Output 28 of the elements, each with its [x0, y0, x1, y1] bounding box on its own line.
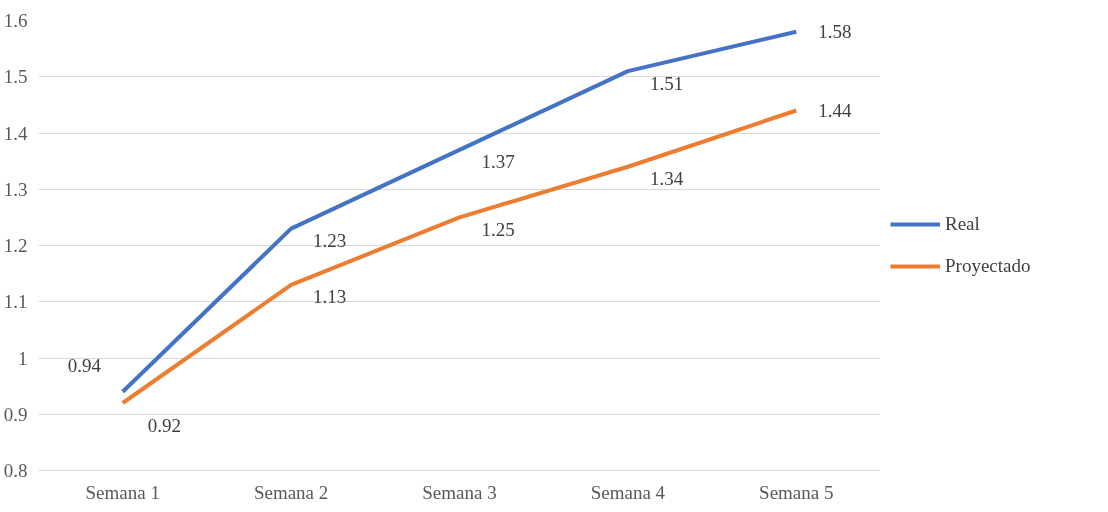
data-label: 1.13 — [313, 286, 347, 308]
y-tick-label: 1.2 — [3, 235, 28, 256]
y-tick-label: 1.5 — [3, 66, 28, 88]
y-tick-label: 1.4 — [3, 122, 28, 144]
data-label: 1.34 — [649, 168, 684, 190]
y-tick-label: 0.9 — [3, 403, 28, 425]
y-tick-label: 1.6 — [3, 10, 28, 31]
data-label: 1.23 — [313, 230, 347, 252]
x-tick-label: Semana 4 — [590, 481, 666, 503]
line-series — [120, 108, 799, 405]
data-label: 1.58 — [818, 21, 852, 43]
legend-label: Proyectado — [945, 255, 1031, 277]
y-tick-label: 1.3 — [3, 178, 28, 200]
y-tick-label: 1.1 — [3, 291, 28, 313]
data-label: 0.94 — [67, 355, 102, 377]
y-tick-label: 1 — [18, 347, 28, 369]
legend-label: Real — [945, 213, 980, 235]
data-label: 1.44 — [818, 100, 853, 121]
x-tick-label: Semana 2 — [253, 481, 329, 503]
x-tick-label: Semana 1 — [85, 481, 160, 503]
line-series — [120, 29, 799, 394]
data-label: 0.92 — [147, 414, 181, 436]
y-tick-label: 0.8 — [3, 460, 28, 481]
x-tick-label: Semana 5 — [759, 481, 834, 503]
data-label: 1.25 — [481, 218, 515, 240]
data-label: 1.37 — [481, 151, 515, 173]
data-label: 1.51 — [649, 72, 684, 94]
x-tick-label: Semana 3 — [422, 481, 497, 503]
